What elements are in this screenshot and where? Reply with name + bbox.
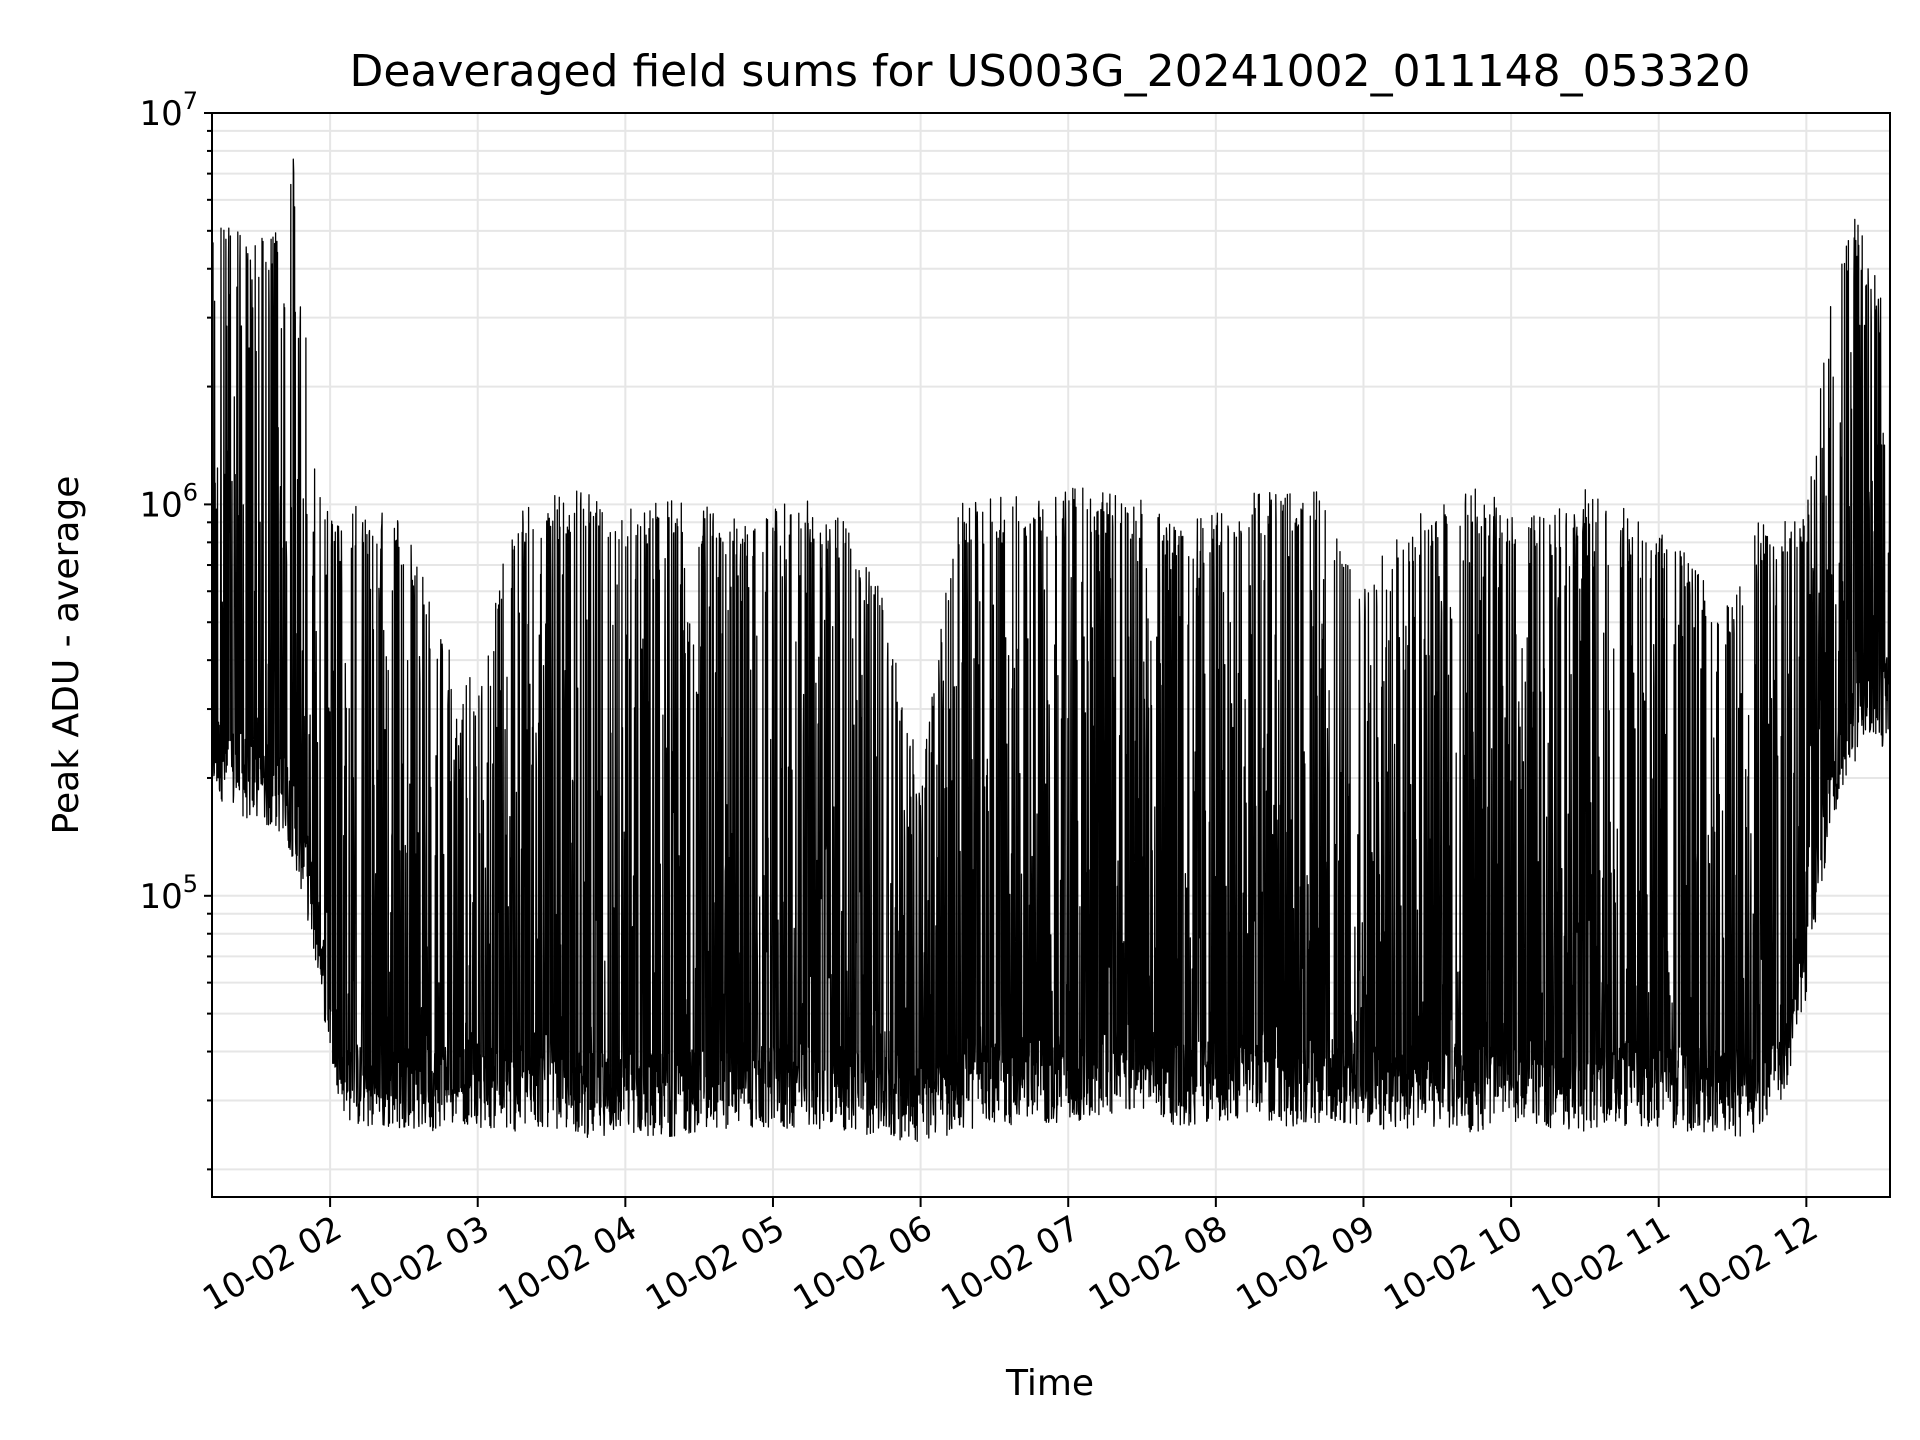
y-tick-base: 10 — [139, 877, 182, 917]
x-axis-label: Time — [1005, 1363, 1094, 1404]
y-tick-base: 10 — [139, 485, 182, 525]
y-tick-exponent: 5 — [183, 870, 198, 898]
y-tick-label: 106 — [139, 478, 198, 525]
y-tick-exponent: 6 — [183, 478, 198, 506]
plot-frame — [211, 112, 1891, 1198]
y-tick-label: 105 — [139, 870, 198, 917]
y-axis-label: Peak ADU - average — [46, 476, 87, 835]
y-tick-exponent: 7 — [183, 87, 198, 115]
y-tick-base: 10 — [139, 94, 182, 134]
series-line — [211, 158, 1891, 1142]
plot-area — [211, 158, 1891, 1142]
chart-title: Deaveraged field sums for US003G_2024100… — [349, 46, 1750, 97]
y-tick-label: 107 — [139, 87, 198, 134]
